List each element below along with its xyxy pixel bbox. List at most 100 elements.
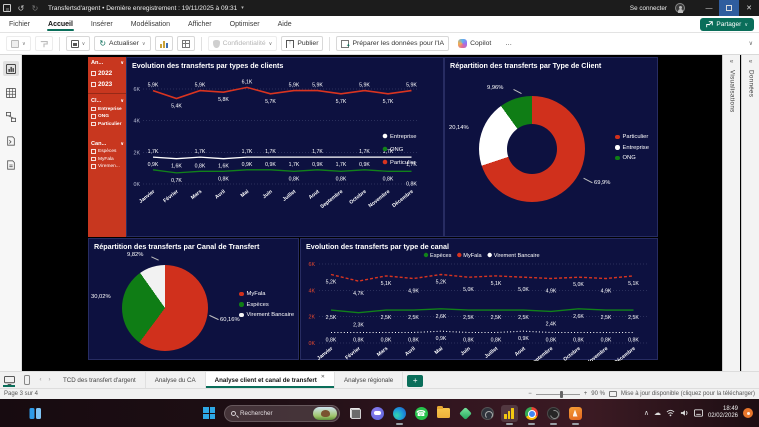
chart-repartition-type-client[interactable]: Répartition des transferts par Type de C… (444, 57, 658, 237)
paste-button[interactable]: ∨ (6, 36, 31, 51)
minimize-button[interactable]: — (705, 4, 713, 12)
chevron-down-icon[interactable]: ∨ (120, 98, 124, 103)
slicer-item-ong[interactable]: ONG (91, 114, 124, 119)
chart-evolution-clients[interactable]: Evolution des transferts par types de cl… (126, 57, 444, 237)
mobile-view-icon[interactable] (18, 372, 36, 388)
slicer-item-myfala[interactable]: MyFala (91, 157, 124, 162)
diamond-app-icon[interactable] (457, 405, 474, 422)
copilot-button[interactable]: Copilot (453, 36, 497, 51)
text-box-button[interactable] (176, 36, 195, 51)
donut-chart[interactable] (479, 96, 585, 202)
windows-start-button[interactable] (201, 405, 218, 422)
more-options-button[interactable]: … (500, 36, 518, 51)
prev-page-arrow[interactable]: ‹ (39, 377, 42, 383)
refresh-button[interactable]: ↻ Actualiser ∨ (94, 36, 151, 51)
ribbon-collapse-icon[interactable]: ∨ (748, 41, 753, 47)
task-view-icon[interactable] (347, 405, 364, 422)
onedrive-icon[interactable]: ☁ (653, 410, 661, 417)
chrome-icon[interactable] (523, 405, 540, 425)
slicer-item-2022[interactable]: 2022 (91, 70, 124, 77)
taskbar-clock[interactable]: 18:49 02/02/2026 (708, 406, 738, 420)
next-page-arrow[interactable]: › (48, 377, 51, 383)
share-button[interactable]: Partager ∨ (700, 18, 754, 31)
maximize-button[interactable] (719, 0, 739, 16)
save-icon[interactable] (0, 2, 14, 14)
checkbox-icon[interactable] (91, 164, 96, 169)
notification-badge[interactable] (743, 408, 753, 418)
sign-in-link[interactable]: Se connecter (629, 4, 667, 12)
data-view-icon[interactable] (3, 85, 19, 100)
format-painter-button[interactable] (34, 36, 53, 51)
expand-icon[interactable]: « (748, 58, 753, 65)
visualizations-panel-collapsed[interactable]: « Visualisations (722, 55, 740, 371)
data-panel-collapsed[interactable]: « Données (741, 55, 759, 371)
model-view-icon[interactable] (3, 109, 19, 124)
slicer-item-entreprise[interactable]: Entreprise (91, 107, 124, 112)
taskbar-search[interactable]: Rechercher (224, 404, 340, 422)
chevron-down-icon[interactable]: ∨ (120, 140, 124, 146)
zoom-slider[interactable] (535, 390, 580, 398)
redo-icon[interactable]: ↻ (31, 3, 39, 13)
update-notice[interactable]: Mise à jour disponible (cliquez pour la … (620, 391, 755, 397)
language-icon[interactable] (693, 409, 703, 417)
slicer-item-particulier[interactable]: Particulier (91, 122, 124, 127)
checkbox-icon[interactable] (91, 149, 96, 154)
slicer-item-virement[interactable]: Viremen... (91, 164, 124, 169)
confidentiality-button[interactable]: Confidentialité ∨ (207, 36, 278, 51)
chevron-down-icon[interactable]: ∨ (120, 60, 124, 65)
close-button[interactable]: ✕ (746, 5, 752, 12)
title-dropdown-icon[interactable]: ▾ (241, 5, 244, 11)
slicer-item-2023[interactable]: 2023 (91, 81, 124, 88)
desktop-view-icon[interactable] (0, 372, 18, 388)
checkbox-icon[interactable] (91, 114, 96, 119)
zoom-out-button[interactable]: − (528, 391, 532, 397)
menu-inserer[interactable]: Insérer (90, 20, 113, 28)
tab-tcd-transfert[interactable]: TCD des transfert d'argent (54, 372, 146, 388)
pie-chart[interactable] (122, 265, 208, 351)
zoom-in-button[interactable]: + (583, 391, 588, 397)
checkbox-icon[interactable] (91, 71, 96, 76)
tab-analyse-regionale[interactable]: Analyse régionale (335, 372, 404, 388)
slicer-item-especes[interactable]: Espèces (91, 149, 124, 154)
report-view-icon[interactable] (2, 61, 19, 76)
publish-button[interactable]: Publier (281, 36, 324, 51)
tray-expand-icon[interactable]: ∧ (643, 410, 649, 417)
new-visual-button[interactable] (154, 36, 173, 51)
spiral-app-icon[interactable] (545, 405, 562, 425)
checkbox-icon[interactable] (91, 82, 96, 87)
checkbox-icon[interactable] (91, 156, 96, 162)
checkbox-icon[interactable] (91, 121, 96, 127)
dax-query-view-icon[interactable] (3, 133, 19, 148)
pinned-app-icon[interactable] (27, 405, 44, 422)
chat-icon[interactable] (369, 405, 386, 422)
chart-evolution-canal[interactable]: Evolution des transferts par type de can… (300, 238, 658, 367)
zoom-slider-thumb[interactable] (559, 390, 563, 398)
wifi-icon[interactable] (666, 409, 675, 417)
menu-accueil[interactable]: Accueil (39, 16, 82, 32)
search-daily-image[interactable] (313, 407, 337, 420)
tab-close-icon[interactable]: ✕ (320, 374, 325, 380)
account-avatar[interactable] (675, 3, 685, 13)
edge-icon[interactable] (391, 405, 408, 425)
file-explorer-icon[interactable] (435, 405, 452, 422)
dark-app-icon[interactable] (479, 405, 496, 422)
tab-analyse-ca[interactable]: Analyse du CA (146, 372, 206, 388)
menu-aide[interactable]: Aide (277, 20, 292, 28)
menu-afficher[interactable]: Afficher (188, 20, 212, 28)
power-bi-icon[interactable] (500, 404, 518, 425)
tab-analyse-client-canal[interactable]: Analyse client et canal de transfert ✕ (205, 372, 335, 388)
add-page-button[interactable]: + (407, 374, 424, 387)
volume-icon[interactable] (680, 409, 689, 417)
tmdl-view-icon[interactable] (3, 157, 19, 172)
prepare-ai-button[interactable]: Préparer les données pour l'IA (336, 36, 450, 51)
chart-repartition-canal[interactable]: Répartition des transferts par Canal de … (88, 238, 299, 360)
orange-app-icon[interactable] (567, 405, 584, 425)
whatsapp-icon[interactable]: ☎ (414, 406, 428, 420)
fit-to-page-icon[interactable] (608, 391, 617, 397)
undo-icon[interactable]: ↺ (17, 3, 25, 13)
save-as-button[interactable]: ∨ (65, 36, 91, 51)
menu-optimiser[interactable]: Optimiser (229, 20, 260, 28)
menu-fichier[interactable]: Fichier (9, 20, 31, 28)
checkbox-icon[interactable] (91, 106, 96, 112)
expand-icon[interactable]: « (729, 58, 734, 65)
